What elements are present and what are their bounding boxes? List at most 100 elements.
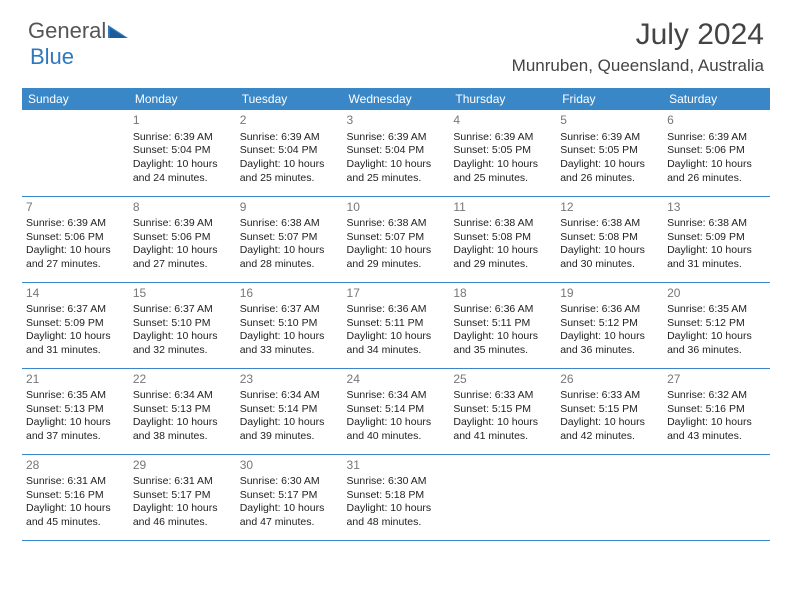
calendar-cell: 8Sunrise: 6:39 AMSunset: 5:06 PMDaylight… [129, 196, 236, 282]
brand-triangle-icon [108, 18, 128, 44]
sunrise-line: Sunrise: 6:39 AM [133, 217, 232, 231]
calendar-cell: 22Sunrise: 6:34 AMSunset: 5:13 PMDayligh… [129, 368, 236, 454]
sunset-line: Sunset: 5:16 PM [26, 489, 125, 503]
day-number: 9 [240, 200, 339, 216]
month-title: July 2024 [512, 18, 764, 52]
sunrise-line: Sunrise: 6:30 AM [240, 475, 339, 489]
sunrise-line: Sunrise: 6:39 AM [26, 217, 125, 231]
calendar-cell: 15Sunrise: 6:37 AMSunset: 5:10 PMDayligh… [129, 282, 236, 368]
daylight-line: Daylight: 10 hours [133, 416, 232, 430]
sunset-line: Sunset: 5:15 PM [560, 403, 659, 417]
daylight-line: Daylight: 10 hours [133, 330, 232, 344]
day-number: 23 [240, 372, 339, 388]
sunrise-line: Sunrise: 6:38 AM [347, 217, 446, 231]
daylight-line-2: and 29 minutes. [347, 258, 446, 272]
sunset-line: Sunset: 5:14 PM [347, 403, 446, 417]
sunset-line: Sunset: 5:10 PM [133, 317, 232, 331]
daylight-line: Daylight: 10 hours [560, 330, 659, 344]
calendar-cell: 17Sunrise: 6:36 AMSunset: 5:11 PMDayligh… [343, 282, 450, 368]
calendar-cell: 16Sunrise: 6:37 AMSunset: 5:10 PMDayligh… [236, 282, 343, 368]
calendar-cell: 10Sunrise: 6:38 AMSunset: 5:07 PMDayligh… [343, 196, 450, 282]
day-number: 4 [453, 113, 552, 129]
day-number: 19 [560, 286, 659, 302]
daylight-line-2: and 33 minutes. [240, 344, 339, 358]
calendar-cell: 20Sunrise: 6:35 AMSunset: 5:12 PMDayligh… [663, 282, 770, 368]
calendar-cell: 19Sunrise: 6:36 AMSunset: 5:12 PMDayligh… [556, 282, 663, 368]
sunrise-line: Sunrise: 6:39 AM [240, 131, 339, 145]
daylight-line-2: and 31 minutes. [26, 344, 125, 358]
daylight-line-2: and 34 minutes. [347, 344, 446, 358]
sunset-line: Sunset: 5:06 PM [667, 144, 766, 158]
sunset-line: Sunset: 5:12 PM [667, 317, 766, 331]
sunrise-line: Sunrise: 6:39 AM [453, 131, 552, 145]
calendar-cell: 3Sunrise: 6:39 AMSunset: 5:04 PMDaylight… [343, 110, 450, 196]
col-header: Monday [129, 88, 236, 110]
daylight-line-2: and 26 minutes. [667, 172, 766, 186]
sunset-line: Sunset: 5:05 PM [560, 144, 659, 158]
sunset-line: Sunset: 5:06 PM [133, 231, 232, 245]
day-number: 12 [560, 200, 659, 216]
sunset-line: Sunset: 5:12 PM [560, 317, 659, 331]
calendar-row: 28Sunrise: 6:31 AMSunset: 5:16 PMDayligh… [22, 454, 770, 540]
day-number: 21 [26, 372, 125, 388]
sunrise-line: Sunrise: 6:34 AM [347, 389, 446, 403]
sunset-line: Sunset: 5:17 PM [240, 489, 339, 503]
daylight-line: Daylight: 10 hours [347, 502, 446, 516]
day-number: 2 [240, 113, 339, 129]
sunset-line: Sunset: 5:04 PM [133, 144, 232, 158]
daylight-line-2: and 27 minutes. [26, 258, 125, 272]
brand-logo: General [28, 18, 130, 44]
day-number: 20 [667, 286, 766, 302]
daylight-line-2: and 28 minutes. [240, 258, 339, 272]
sunrise-line: Sunrise: 6:33 AM [453, 389, 552, 403]
daylight-line: Daylight: 10 hours [560, 416, 659, 430]
day-number: 26 [560, 372, 659, 388]
day-number: 10 [347, 200, 446, 216]
sunset-line: Sunset: 5:11 PM [347, 317, 446, 331]
daylight-line: Daylight: 10 hours [240, 502, 339, 516]
sunrise-line: Sunrise: 6:38 AM [453, 217, 552, 231]
calendar-cell: 14Sunrise: 6:37 AMSunset: 5:09 PMDayligh… [22, 282, 129, 368]
col-header: Saturday [663, 88, 770, 110]
calendar-cell: 11Sunrise: 6:38 AMSunset: 5:08 PMDayligh… [449, 196, 556, 282]
daylight-line-2: and 39 minutes. [240, 430, 339, 444]
sunrise-line: Sunrise: 6:39 AM [133, 131, 232, 145]
daylight-line: Daylight: 10 hours [133, 244, 232, 258]
daylight-line: Daylight: 10 hours [347, 330, 446, 344]
day-number: 24 [347, 372, 446, 388]
daylight-line: Daylight: 10 hours [347, 416, 446, 430]
daylight-line: Daylight: 10 hours [26, 330, 125, 344]
day-number: 7 [26, 200, 125, 216]
sunset-line: Sunset: 5:09 PM [26, 317, 125, 331]
day-number: 13 [667, 200, 766, 216]
daylight-line-2: and 40 minutes. [347, 430, 446, 444]
daylight-line-2: and 24 minutes. [133, 172, 232, 186]
calendar-cell: 5Sunrise: 6:39 AMSunset: 5:05 PMDaylight… [556, 110, 663, 196]
day-number: 15 [133, 286, 232, 302]
daylight-line: Daylight: 10 hours [240, 330, 339, 344]
daylight-line-2: and 31 minutes. [667, 258, 766, 272]
daylight-line-2: and 47 minutes. [240, 516, 339, 530]
calendar-row: 21Sunrise: 6:35 AMSunset: 5:13 PMDayligh… [22, 368, 770, 454]
daylight-line-2: and 25 minutes. [240, 172, 339, 186]
day-number: 29 [133, 458, 232, 474]
daylight-line: Daylight: 10 hours [453, 244, 552, 258]
calendar-cell: 1Sunrise: 6:39 AMSunset: 5:04 PMDaylight… [129, 110, 236, 196]
calendar-body: 1Sunrise: 6:39 AMSunset: 5:04 PMDaylight… [22, 110, 770, 540]
header: General July 2024 Munruben, Queensland, … [0, 0, 792, 80]
calendar: Sunday Monday Tuesday Wednesday Thursday… [0, 80, 792, 541]
day-number: 16 [240, 286, 339, 302]
sunrise-line: Sunrise: 6:35 AM [26, 389, 125, 403]
daylight-line: Daylight: 10 hours [667, 330, 766, 344]
calendar-cell [663, 454, 770, 540]
calendar-cell [556, 454, 663, 540]
daylight-line-2: and 36 minutes. [667, 344, 766, 358]
sunrise-line: Sunrise: 6:37 AM [240, 303, 339, 317]
sunrise-line: Sunrise: 6:36 AM [347, 303, 446, 317]
sunrise-line: Sunrise: 6:34 AM [133, 389, 232, 403]
calendar-cell: 28Sunrise: 6:31 AMSunset: 5:16 PMDayligh… [22, 454, 129, 540]
col-header: Thursday [449, 88, 556, 110]
day-number: 3 [347, 113, 446, 129]
day-number: 30 [240, 458, 339, 474]
sunrise-line: Sunrise: 6:38 AM [240, 217, 339, 231]
